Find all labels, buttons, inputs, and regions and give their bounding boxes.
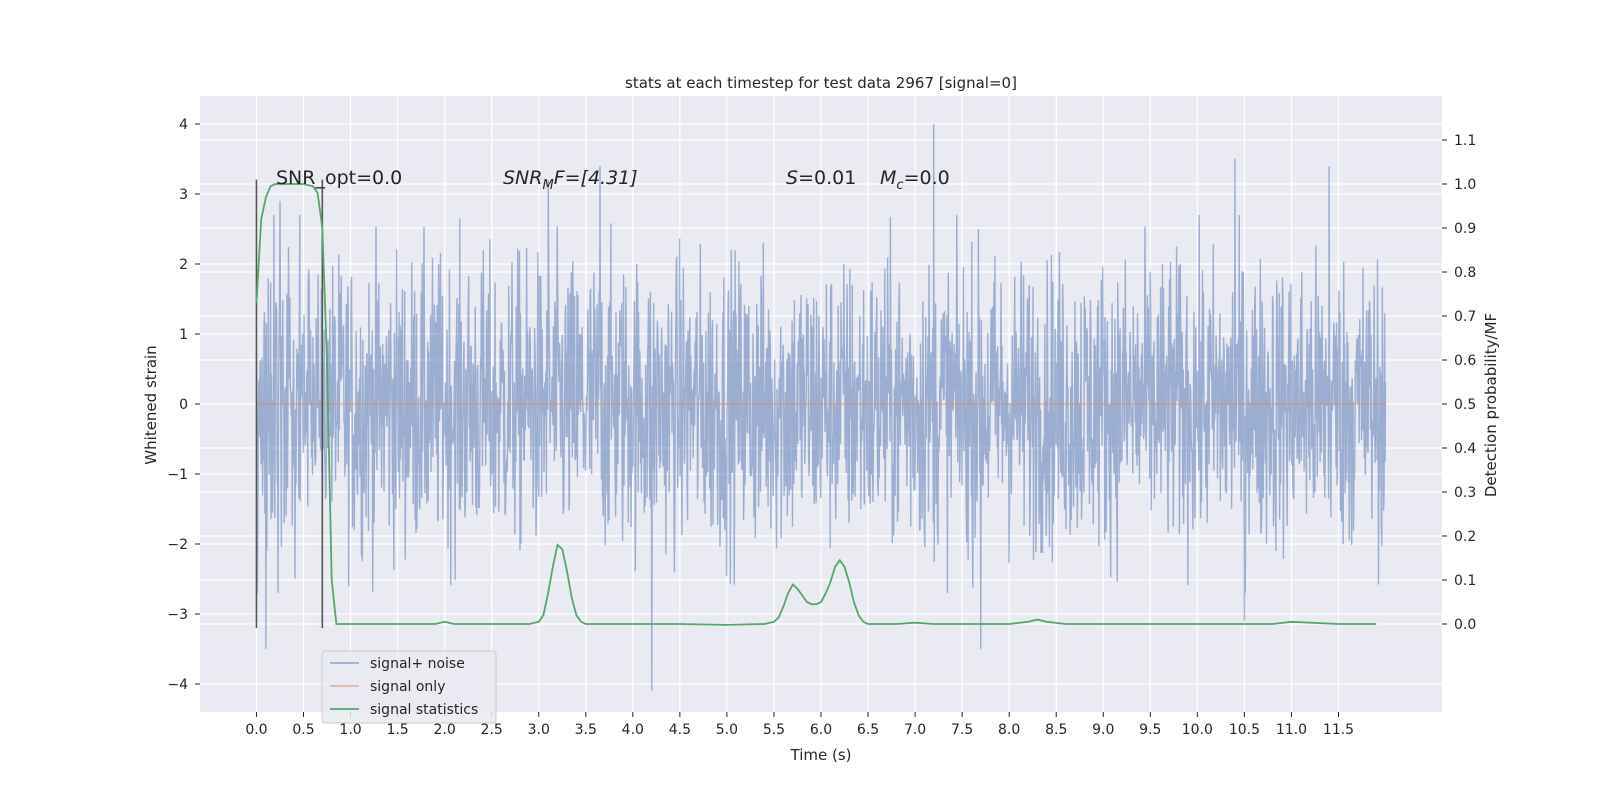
x-tick-label: 8.5 bbox=[1045, 722, 1067, 738]
snr-mf-annotation: SNRMF=[4.31] bbox=[503, 167, 638, 193]
x-tick-label: 3.5 bbox=[575, 722, 597, 738]
x-tick-label: 6.5 bbox=[857, 722, 879, 738]
x-tick-label: 7.0 bbox=[904, 722, 926, 738]
mc-symbol: M bbox=[880, 167, 896, 189]
noise-series bbox=[255, 123, 1387, 692]
s-symbol: S bbox=[786, 167, 798, 189]
right-y-tick-label: 0.0 bbox=[1454, 617, 1476, 633]
left-y-tick-label: 1 bbox=[179, 327, 188, 343]
x-tick-label: 1.0 bbox=[339, 722, 361, 738]
right-y-tick-label: 0.8 bbox=[1454, 265, 1476, 281]
legend-box bbox=[321, 650, 497, 724]
x-tick-label: 4.0 bbox=[622, 722, 644, 738]
s-annotation: S=0.01 bbox=[786, 167, 856, 189]
x-tick-label: 10.5 bbox=[1229, 722, 1260, 738]
x-tick-label: 0.5 bbox=[292, 722, 314, 738]
left-y-tick-label: 0 bbox=[179, 397, 188, 413]
x-tick-label: 0.0 bbox=[245, 722, 267, 738]
x-tick-label: 4.5 bbox=[669, 722, 691, 738]
x-tick-label: 9.0 bbox=[1092, 722, 1114, 738]
right-y-tick-label: 0.6 bbox=[1454, 353, 1476, 369]
left-y-tick-label: 2 bbox=[179, 257, 188, 273]
noise-trace bbox=[255, 123, 1387, 692]
mc-value: =0.0 bbox=[904, 167, 950, 189]
left-y-tick-label: −4 bbox=[167, 677, 188, 693]
x-tick-label: 11.5 bbox=[1323, 722, 1354, 738]
right-y-axis-ticks: 1.1 1.0 0.9 0.8 0.7 0.6 0.5 0.4 0.3 0.2 0.1 0.0 bbox=[1442, 133, 1476, 633]
right-y-axis-label: Detection probability/MF bbox=[1482, 313, 1500, 497]
left-y-tick-label: −3 bbox=[167, 607, 188, 623]
statistics-line bbox=[255, 183, 1377, 626]
statistics-series bbox=[255, 183, 1377, 626]
x-tick-label: 11.0 bbox=[1276, 722, 1307, 738]
x-tick-label: 8.0 bbox=[998, 722, 1020, 738]
right-y-tick-label: 0.2 bbox=[1454, 529, 1476, 545]
vertical-markers bbox=[255, 179, 324, 628]
right-y-tick-label: 0.4 bbox=[1454, 441, 1476, 457]
right-y-tick-label: 0.1 bbox=[1454, 573, 1476, 589]
left-y-tick-label: −2 bbox=[167, 537, 188, 553]
right-y-tick-label: 1.0 bbox=[1454, 177, 1476, 193]
right-y-tick-label: 0.7 bbox=[1454, 309, 1476, 325]
x-tick-label: 1.5 bbox=[386, 722, 408, 738]
snr-mf-value: F=[4.31] bbox=[554, 167, 638, 189]
snr-mf-subscript: M bbox=[542, 178, 553, 193]
legend: signal+ noise signal only signal statist… bbox=[321, 650, 497, 724]
x-axis-ticks: 0.0 0.5 1.0 1.5 2.0 2.5 3.0 3.5 4.0 4.5 5.0 5.5 6.0 6… bbox=[245, 712, 1354, 738]
right-y-tick-label: 1.1 bbox=[1454, 133, 1476, 149]
chart-title: stats at each timestep for test data 296… bbox=[625, 74, 1017, 92]
legend-noise-label: signal+ noise bbox=[370, 656, 465, 672]
x-tick-label: 2.0 bbox=[434, 722, 456, 738]
x-tick-label: 9.5 bbox=[1139, 722, 1161, 738]
x-tick-label: 3.0 bbox=[528, 722, 550, 738]
snr-mf-symbol: SNR bbox=[503, 167, 542, 189]
left-y-axis-ticks: 4 3 2 1 0 −1 −2 −3 −4 bbox=[167, 117, 200, 693]
left-y-tick-label: 3 bbox=[179, 187, 188, 203]
legend-statistics-label: signal statistics bbox=[370, 702, 478, 718]
left-y-tick-label: −1 bbox=[167, 467, 188, 483]
x-tick-label: 10.0 bbox=[1182, 722, 1213, 738]
mc-subscript: c bbox=[896, 178, 903, 193]
left-y-axis-label: Whitened strain bbox=[142, 345, 160, 464]
snr-opt-annotation: SNR_opt=0.0 bbox=[276, 167, 402, 189]
x-tick-label: 2.5 bbox=[481, 722, 503, 738]
s-value: =0.01 bbox=[798, 167, 856, 189]
left-y-tick-label: 4 bbox=[179, 117, 188, 133]
x-axis-label: Time (s) bbox=[790, 746, 852, 764]
mc-annotation: Mc=0.0 bbox=[880, 167, 950, 193]
x-tick-label: 5.5 bbox=[763, 722, 785, 738]
x-tick-label: 7.5 bbox=[951, 722, 973, 738]
x-tick-label: 6.0 bbox=[810, 722, 832, 738]
legend-signal-label: signal only bbox=[370, 679, 445, 695]
right-y-tick-label: 0.9 bbox=[1454, 221, 1476, 237]
x-tick-label: 5.0 bbox=[716, 722, 738, 738]
snr-mf-f: F=[4.31] bbox=[554, 167, 638, 189]
right-y-tick-label: 0.5 bbox=[1454, 397, 1476, 413]
right-y-tick-label: 0.3 bbox=[1454, 485, 1476, 501]
